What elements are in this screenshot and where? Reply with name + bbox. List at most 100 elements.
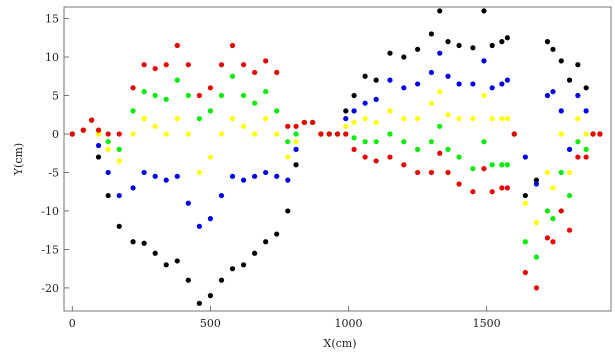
- data-point: [263, 115, 269, 122]
- data-point: [252, 250, 258, 256]
- data-point: [141, 115, 147, 122]
- data-point: [229, 266, 236, 272]
- data-point: [274, 231, 280, 237]
- data-point: [163, 96, 169, 102]
- data-point: [387, 77, 393, 83]
- data-point: [566, 192, 573, 199]
- data-point: [415, 146, 421, 152]
- data-point: [185, 277, 191, 283]
- data-point: [174, 173, 180, 179]
- data-point: [229, 173, 236, 179]
- data-point: [351, 119, 357, 126]
- data-point: [95, 127, 102, 133]
- data-point: [533, 254, 540, 260]
- data-point: [504, 185, 510, 191]
- data-point: [174, 77, 180, 83]
- data-point: [437, 150, 443, 156]
- data-point: [130, 185, 136, 191]
- data-point: [558, 131, 564, 137]
- data-point: [285, 208, 291, 214]
- data-point: [240, 62, 247, 68]
- data-point: [575, 154, 581, 160]
- data-point: [252, 69, 258, 76]
- data-point: [445, 39, 451, 45]
- data-point: [373, 119, 379, 126]
- data-point: [274, 108, 280, 114]
- data-point: [80, 127, 86, 133]
- data-point: [141, 89, 147, 95]
- data-point: [583, 85, 589, 91]
- data-point: [583, 108, 589, 114]
- data-point: [583, 146, 589, 152]
- series-layer: [69, 8, 603, 306]
- data-point: [116, 192, 122, 199]
- data-point: [489, 115, 495, 122]
- data-point: [575, 115, 581, 122]
- x-axis-label: X(cm): [323, 337, 356, 350]
- data-point: [285, 177, 291, 183]
- data-point: [185, 92, 191, 99]
- data-point: [163, 177, 169, 183]
- data-point: [274, 173, 280, 179]
- data-point: [326, 131, 332, 137]
- data-point: [105, 131, 111, 137]
- data-point: [533, 285, 540, 291]
- data-point: [362, 73, 368, 79]
- data-point: [522, 192, 528, 199]
- data-point: [95, 131, 102, 137]
- data-point: [481, 139, 487, 145]
- data-point: [558, 169, 564, 176]
- data-point: [401, 115, 407, 122]
- data-point: [141, 240, 147, 246]
- data-point: [456, 81, 462, 87]
- data-point: [252, 100, 258, 106]
- data-point: [240, 123, 247, 129]
- y-tick-label: -10: [41, 205, 59, 218]
- data-point: [566, 227, 573, 233]
- data-point: [293, 146, 299, 152]
- x-tick-label: 1000: [335, 317, 363, 330]
- data-point: [387, 154, 393, 160]
- data-point: [387, 131, 393, 137]
- data-point: [116, 223, 122, 229]
- data-point: [69, 131, 75, 137]
- data-point: [428, 169, 435, 176]
- data-point: [415, 169, 421, 176]
- data-point: [445, 146, 451, 152]
- data-point: [445, 112, 451, 118]
- data-point: [470, 189, 476, 195]
- data-point: [343, 131, 349, 137]
- data-point: [373, 77, 379, 83]
- data-point: [522, 154, 528, 160]
- data-point: [362, 154, 368, 160]
- data-point: [116, 131, 122, 137]
- data-point: [481, 58, 487, 64]
- data-point: [174, 42, 180, 49]
- data-point: [550, 216, 556, 222]
- data-point: [240, 262, 247, 268]
- data-point: [558, 58, 564, 64]
- data-point: [293, 139, 299, 145]
- data-point: [456, 115, 462, 122]
- data-point: [130, 131, 136, 137]
- data-point: [373, 96, 379, 102]
- data-point: [263, 169, 269, 176]
- data-point: [428, 31, 435, 37]
- data-point: [387, 50, 393, 56]
- data-point: [499, 162, 505, 168]
- data-point: [550, 185, 556, 191]
- data-point: [285, 139, 291, 145]
- data-point: [240, 177, 247, 183]
- data-point: [163, 62, 169, 68]
- data-point: [252, 131, 258, 137]
- data-point: [590, 131, 596, 137]
- data-point: [343, 115, 349, 122]
- data-point: [252, 173, 258, 179]
- y-tick-label: -5: [48, 166, 59, 179]
- data-point: [351, 146, 357, 152]
- data-point: [373, 158, 379, 164]
- data-point: [185, 131, 191, 137]
- data-point: [387, 108, 393, 114]
- data-point: [428, 139, 435, 145]
- y-tick-label: 15: [45, 13, 59, 26]
